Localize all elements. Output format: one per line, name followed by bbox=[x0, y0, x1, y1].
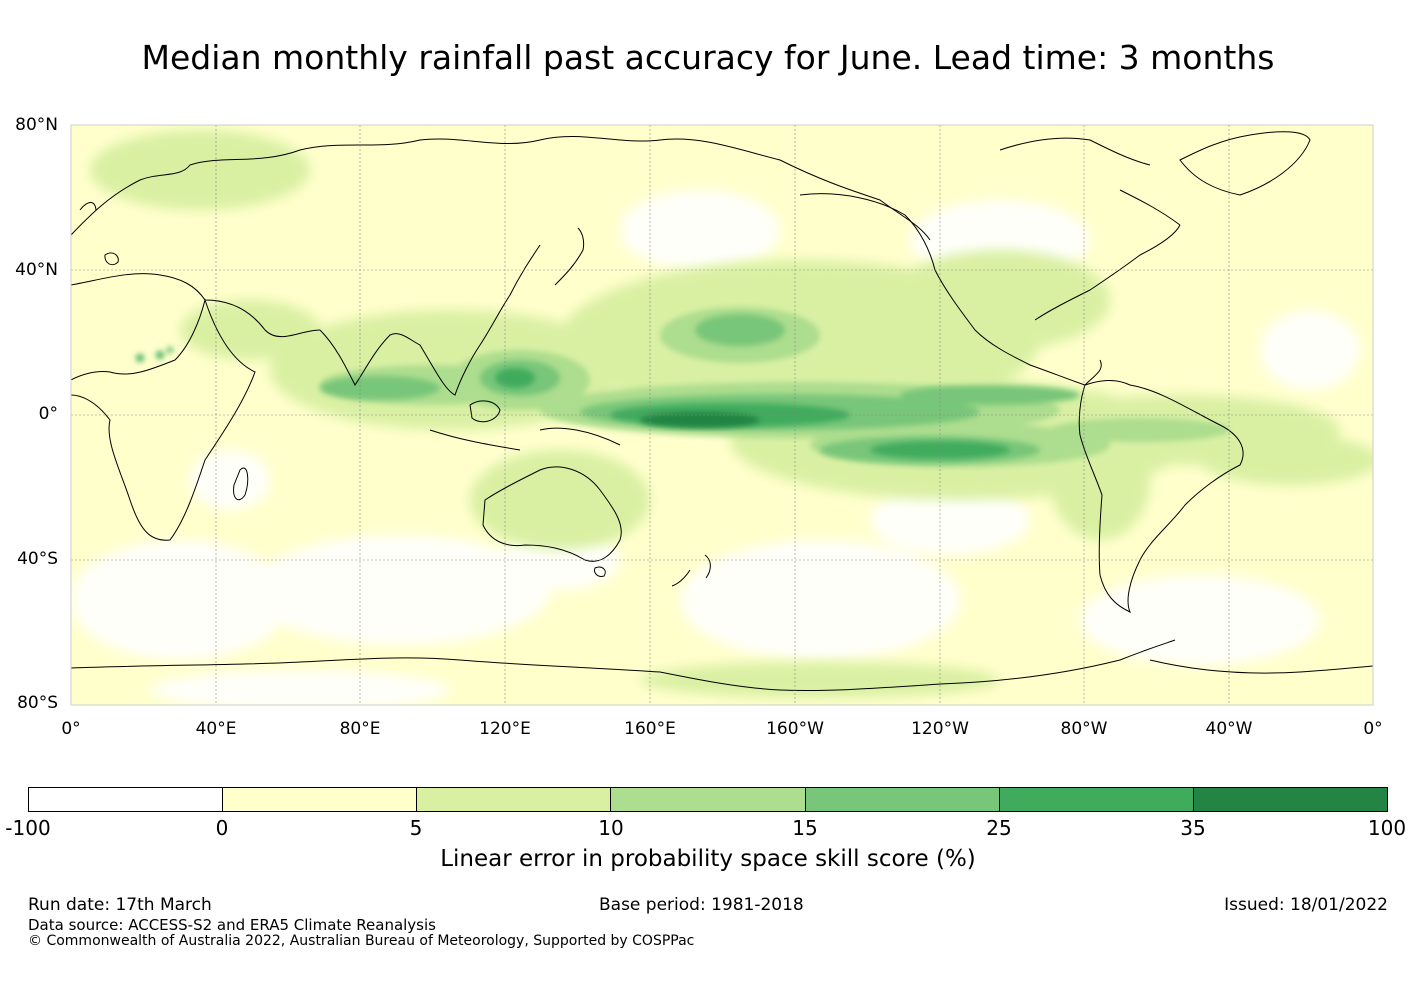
colorbar-segment-25-35 bbox=[999, 788, 1194, 811]
lat-label-80n: 80°N bbox=[15, 115, 58, 135]
base-period: Base period: 1981-2018 bbox=[599, 895, 804, 915]
lat-label-80s: 80°S bbox=[17, 693, 58, 713]
lon-label-0-left: 0° bbox=[61, 719, 81, 739]
colorbar-label: 0 bbox=[215, 816, 229, 840]
colorbar-label: 25 bbox=[986, 816, 1012, 840]
lon-label-40e: 40°E bbox=[195, 719, 237, 739]
colorbar-segment-35-100 bbox=[1193, 788, 1387, 811]
map-frame bbox=[70, 124, 1374, 706]
lon-label-160e: 160°E bbox=[624, 719, 676, 739]
lon-label-80e: 80°E bbox=[339, 719, 381, 739]
colorbar-segment-5-10 bbox=[417, 788, 612, 811]
colorbar-label: -100 bbox=[5, 816, 51, 840]
lat-label-40s: 40°S bbox=[17, 549, 58, 569]
colorbar-segment-neg100-0 bbox=[29, 788, 224, 811]
lon-label-160w: 160°W bbox=[766, 719, 824, 739]
colorbar-segment-0-5 bbox=[223, 788, 418, 811]
lon-label-40w: 40°W bbox=[1205, 719, 1253, 739]
issued-date: Issued: 18/01/2022 bbox=[1224, 895, 1388, 915]
colorbar-title: Linear error in probability space skill … bbox=[440, 846, 976, 872]
skill-35-100-areas bbox=[640, 412, 760, 428]
colorbar bbox=[28, 787, 1388, 812]
run-date: Run date: 17th March bbox=[28, 895, 212, 915]
colorbar-label: 35 bbox=[1180, 816, 1206, 840]
lat-label-40n: 40°N bbox=[15, 260, 58, 280]
lon-label-0-right: 0° bbox=[1363, 719, 1383, 739]
colorbar-label: 5 bbox=[409, 816, 423, 840]
graticule bbox=[71, 125, 1373, 705]
lat-label-0: 0° bbox=[38, 404, 58, 424]
chart-title: Median monthly rainfall past accuracy fo… bbox=[141, 38, 1275, 77]
lon-label-120w: 120°W bbox=[911, 719, 969, 739]
copyright: © Commonwealth of Australia 2022, Austra… bbox=[28, 933, 695, 949]
colorbar-label: 10 bbox=[598, 816, 624, 840]
data-source: Data source: ACCESS-S2 and ERA5 Climate … bbox=[28, 916, 436, 934]
colorbar-label: 100 bbox=[1367, 816, 1407, 840]
colorbar-segment-15-25 bbox=[805, 788, 1000, 811]
lon-label-120e: 120°E bbox=[479, 719, 531, 739]
colorbar-segment-10-15 bbox=[611, 788, 806, 811]
coastlines bbox=[71, 131, 1373, 692]
lon-label-80w: 80°W bbox=[1060, 719, 1108, 739]
colorbar-label: 15 bbox=[792, 816, 818, 840]
